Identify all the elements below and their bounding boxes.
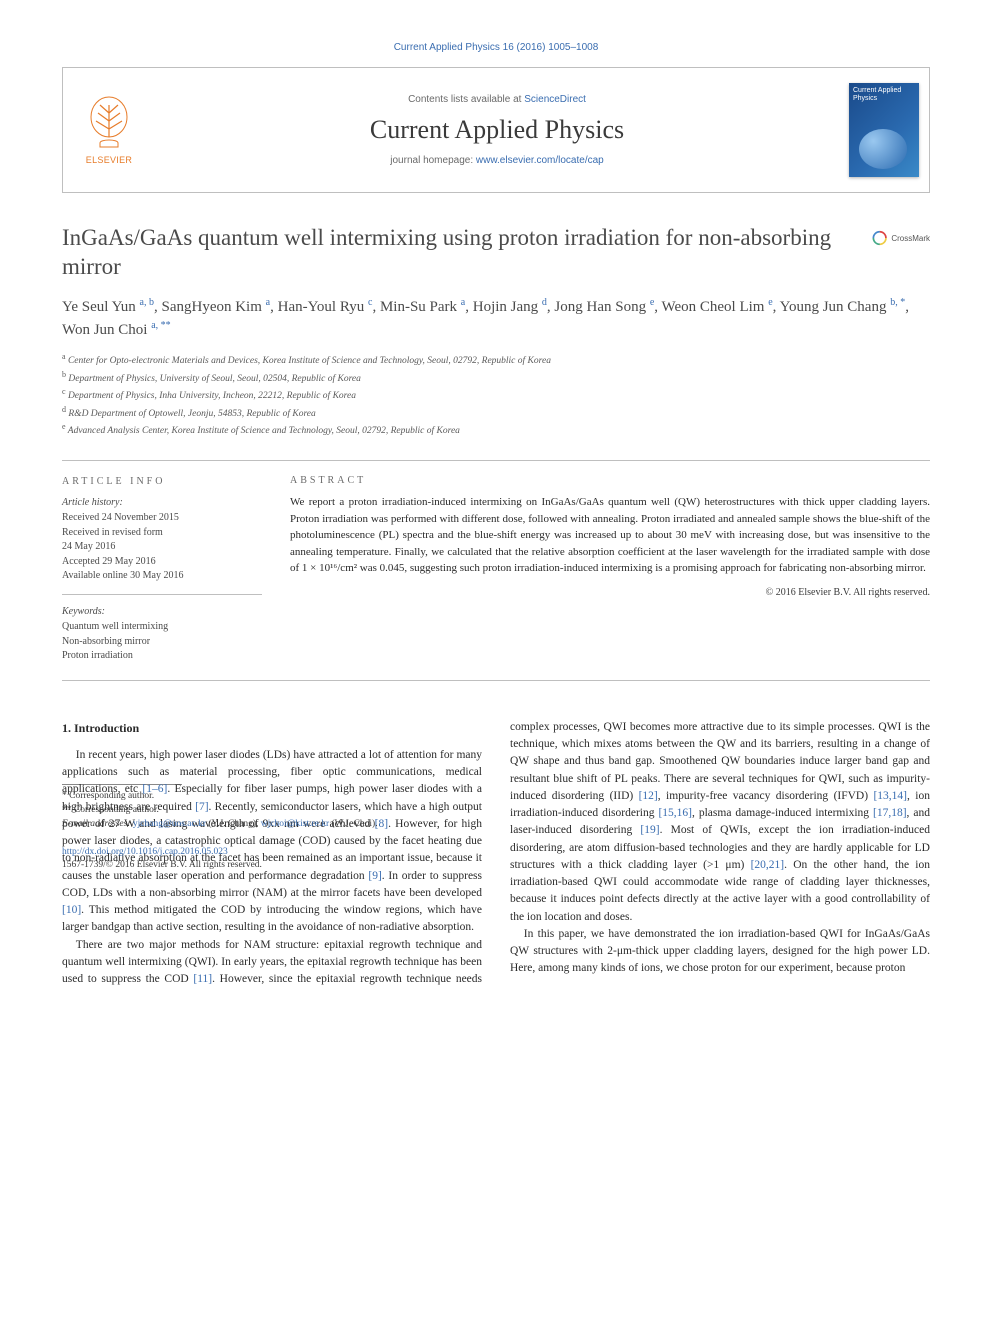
masthead-center: Contents lists available at ScienceDirec… <box>155 68 839 192</box>
history-line: Available online 30 May 2016 <box>62 569 262 584</box>
affiliation-line: b Department of Physics, University of S… <box>62 369 930 386</box>
reference-link[interactable]: [13,14] <box>873 790 907 802</box>
publisher-label: ELSEVIER <box>86 155 132 165</box>
reference-link[interactable]: [10] <box>62 904 81 916</box>
article-title: InGaAs/GaAs quantum well intermixing usi… <box>62 223 856 282</box>
affiliation-line: a Center for Opto-electronic Materials a… <box>62 351 930 368</box>
available-prefix: Contents lists available at <box>408 94 524 105</box>
title-row: InGaAs/GaAs quantum well intermixing usi… <box>62 223 930 282</box>
crossmark-badge[interactable]: CrossMark <box>872 227 930 249</box>
page-root: Current Applied Physics 16 (2016) 1005–1… <box>0 0 992 902</box>
keywords-head: Keywords: <box>62 605 262 620</box>
abstract-copyright: © 2016 Elsevier B.V. All rights reserved… <box>290 587 930 598</box>
authors-line: Ye Seul Yun a, b, SangHyeon Kim a, Han-Y… <box>62 296 930 342</box>
affiliation-line: e Advanced Analysis Center, Korea Instit… <box>62 421 930 438</box>
contents-available: Contents lists available at ScienceDirec… <box>408 94 586 105</box>
affiliations-list: a Center for Opto-electronic Materials a… <box>62 351 930 438</box>
reference-link[interactable]: [15,16] <box>658 807 692 819</box>
sciencedirect-link[interactable]: ScienceDirect <box>524 94 586 105</box>
email-link[interactable]: wjchoi@kist.re.kr <box>261 819 329 829</box>
masthead-cover <box>839 68 929 192</box>
history-line: Received 24 November 2015 <box>62 511 262 526</box>
section-heading: 1. Introduction <box>62 719 482 737</box>
reference-link[interactable]: [20,21] <box>751 859 785 871</box>
reference-link[interactable]: [11] <box>193 973 212 985</box>
reference-link[interactable]: [19] <box>640 824 659 836</box>
crossmark-label: CrossMark <box>891 234 930 243</box>
article-info: ARTICLE INFO Article history: Received 2… <box>62 475 262 664</box>
journal-cover-icon <box>849 83 919 177</box>
reference-link[interactable]: [12] <box>639 790 658 802</box>
info-abstract-row: ARTICLE INFO Article history: Received 2… <box>62 460 930 681</box>
article-info-heading: ARTICLE INFO <box>62 475 262 490</box>
crossmark-icon <box>872 227 887 249</box>
elsevier-logo-icon <box>82 95 136 153</box>
keyword-line: Quantum well intermixing <box>62 620 262 635</box>
keyword-line: Proton irradiation <box>62 649 262 664</box>
journal-name: Current Applied Physics <box>370 115 624 145</box>
history-line: Received in revised form <box>62 526 262 541</box>
emails-label: E-mail addresses: <box>62 819 131 829</box>
history-line: Accepted 29 May 2016 <box>62 555 262 570</box>
history-head: Article history: <box>62 496 262 511</box>
body-paragraph: In recent years, high power laser diodes… <box>62 747 482 937</box>
masthead: ELSEVIER Contents lists available at Sci… <box>62 67 930 193</box>
reference-link[interactable]: [9] <box>368 870 381 882</box>
abstract-block: ABSTRACT We report a proton irradiation-… <box>290 475 930 664</box>
email-name: (Y.J. Chang), <box>208 819 258 829</box>
article-history: Article history: Received 24 November 20… <box>62 496 262 595</box>
reference-link[interactable]: [7] <box>195 801 208 813</box>
affiliation-line: d R&D Department of Optowell, Jeonju, 54… <box>62 404 930 421</box>
homepage-prefix: journal homepage: <box>390 155 476 166</box>
journal-homepage: journal homepage: www.elsevier.com/locat… <box>390 155 603 166</box>
homepage-link[interactable]: www.elsevier.com/locate/cap <box>476 155 604 166</box>
email-name: (W.J. Choi). <box>331 819 377 829</box>
affiliation-line: c Department of Physics, Inha University… <box>62 386 930 403</box>
email-link[interactable]: yjchang@uos.ac.kr <box>133 819 206 829</box>
reference-link[interactable]: [17,18] <box>873 807 907 819</box>
history-lines: Received 24 November 2015Received in rev… <box>62 511 262 584</box>
history-line: 24 May 2016 <box>62 540 262 555</box>
abstract-heading: ABSTRACT <box>290 475 930 486</box>
publisher-block: ELSEVIER <box>63 68 155 192</box>
body-paragraph: In this paper, we have demonstrated the … <box>510 926 930 978</box>
keyword-lines: Quantum well intermixingNon-absorbing mi… <box>62 620 262 664</box>
abstract-text: We report a proton irradiation-induced i… <box>290 494 930 577</box>
keyword-line: Non-absorbing mirror <box>62 635 262 650</box>
citation-line: Current Applied Physics 16 (2016) 1005–1… <box>62 42 930 53</box>
